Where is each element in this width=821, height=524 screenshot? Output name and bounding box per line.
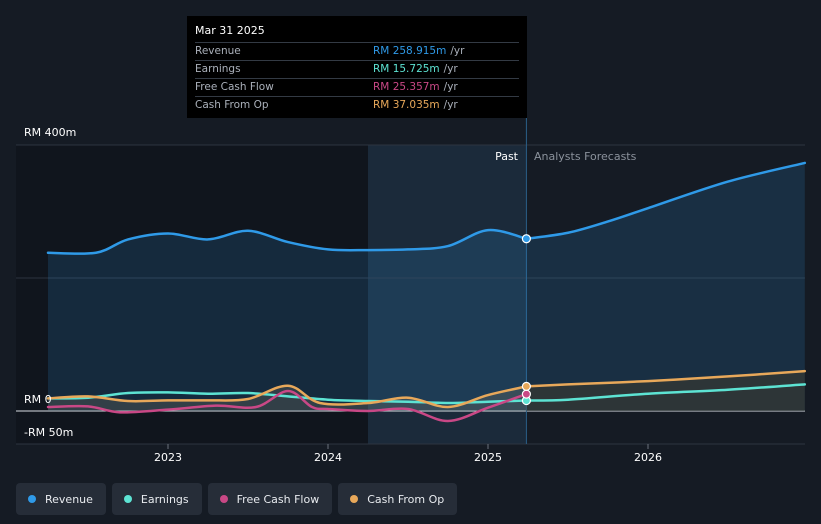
revenue-area: [48, 162, 805, 411]
tooltip-value: RM 37.035m: [373, 99, 440, 111]
legend-label: Free Cash Flow: [236, 492, 320, 506]
earnings-dot-icon: [123, 495, 132, 503]
legend-label: Earnings: [140, 492, 189, 506]
tooltip-label: Cash From Op: [195, 99, 269, 111]
tooltip-value: RM 25.357m: [373, 81, 440, 93]
earnings-forecast-line: [525, 383, 807, 402]
x-tick-label: 2025: [474, 451, 502, 464]
free-cash-flow-dot-icon: [219, 495, 228, 503]
y-label-zero: RM 0: [24, 393, 52, 406]
cash-from-op-line: [46, 384, 528, 409]
financial-chart: RM 400m RM 0 -RM 50m Past Analysts Forec…: [16, 118, 807, 464]
cash-from-op-forecast-area: [526, 371, 805, 411]
tooltip-row: Earnings RM 15.725m /yr: [195, 60, 519, 78]
past-label: Past: [495, 150, 519, 163]
tooltip-row: Free Cash Flow RM 25.357m /yr: [195, 78, 519, 96]
tooltip-value: RM 15.725m: [373, 63, 440, 75]
cash-from-op-marker: [521, 381, 532, 391]
free-cash-flow-marker: [521, 389, 532, 399]
cash-from-op-dot-icon: [350, 495, 359, 503]
tooltip-unit: /yr: [443, 81, 458, 93]
tooltip-label: Free Cash Flow: [195, 81, 274, 93]
legend: Revenue Earnings Free Cash Flow Cash Fro…: [16, 483, 458, 515]
legend-label: Revenue: [45, 492, 93, 506]
x-tick-label: 2023: [154, 451, 182, 464]
forecast-label: Analysts Forecasts: [534, 150, 637, 163]
free-cash-flow-line: [46, 389, 528, 423]
legend-item-free-cash-flow[interactable]: Free Cash Flow: [207, 483, 333, 515]
tooltip-unit: /yr: [443, 99, 458, 111]
y-label-bottom: -RM 50m: [24, 426, 73, 439]
y-label-top: RM 400m: [24, 126, 76, 139]
revenue-forecast-line: [525, 161, 807, 241]
legend-item-cash-from-op[interactable]: Cash From Op: [338, 483, 458, 515]
legend-item-revenue[interactable]: Revenue: [16, 483, 106, 515]
tooltip-row: Revenue RM 258.915m /yr: [195, 42, 519, 60]
past-highlight-band: [368, 145, 527, 444]
tooltip: Mar 31 2025 Revenue RM 258.915m /yr Earn…: [187, 16, 527, 118]
earnings-line: [46, 391, 528, 405]
cash-from-op-area: [48, 385, 527, 411]
tooltip-unit: /yr: [450, 45, 465, 57]
revenue-marker: [521, 234, 532, 244]
cash-from-op-forecast-line: [525, 369, 807, 388]
x-tick-label: 2026: [634, 451, 662, 464]
x-tick-label: 2024: [314, 451, 342, 464]
tooltip-value: RM 258.915m: [373, 45, 447, 57]
tooltip-row: Cash From Op RM 37.035m /yr: [195, 96, 519, 114]
legend-item-earnings[interactable]: Earnings: [111, 483, 202, 515]
revenue-dot-icon: [28, 495, 36, 503]
tooltip-label: Revenue: [195, 45, 241, 57]
tooltip-date: Mar 31 2025: [195, 24, 265, 37]
legend-label: Cash From Op: [367, 492, 445, 506]
tooltip-unit: /yr: [443, 63, 458, 75]
revenue-line: [46, 228, 528, 255]
tooltip-label: Earnings: [195, 63, 241, 75]
